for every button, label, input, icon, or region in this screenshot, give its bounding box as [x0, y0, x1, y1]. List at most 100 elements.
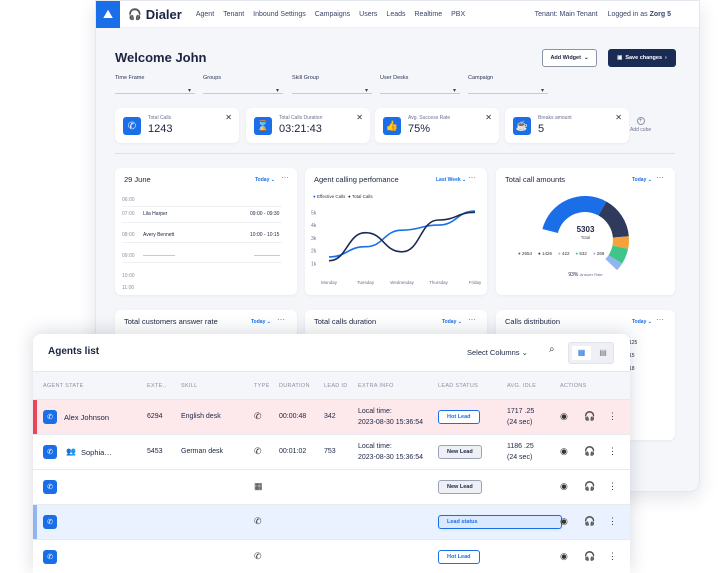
filter-skill-group[interactable]: Skill Group ▾ — [292, 75, 372, 94]
legend-item: ● 269 — [592, 251, 605, 256]
filter-groups[interactable]: Groups ▾ — [203, 75, 283, 94]
col-actions: ACTIONS — [560, 383, 587, 389]
donut-chart — [542, 196, 629, 271]
table-row[interactable]: ✆ ✆ Hot Lead ◉ 🎧 ⋮ — [33, 540, 630, 573]
headset-icon[interactable]: 🎧 — [584, 446, 596, 456]
chevron-down-icon: ⌄ — [583, 55, 589, 61]
nav-inbound[interactable]: Inbound Settings — [253, 10, 306, 18]
search-icon[interactable]: ⌕ — [549, 344, 555, 355]
add-widget-button[interactable]: Add Widget ⌄ — [542, 49, 597, 67]
nav-agent[interactable]: Agent — [195, 10, 215, 18]
filter-time-frame[interactable]: Time Frame ▾ — [115, 75, 195, 94]
nav-users[interactable]: Users — [359, 10, 378, 18]
range-dropdown[interactable]: Today ⌄ — [632, 177, 652, 183]
more-icon[interactable]: ··· — [468, 315, 476, 324]
donut-total-label: Total — [580, 235, 591, 240]
col-avg-idle[interactable]: AVG. IDLE — [507, 383, 537, 389]
headset-icon[interactable]: 🎧 — [584, 481, 596, 491]
logged-in: Logged in as Zorg 5 — [607, 10, 671, 18]
donut-slice — [598, 201, 629, 238]
filter-user-desks[interactable]: User Desks ▾ — [380, 75, 460, 94]
select-columns-dropdown[interactable]: Select Columns ⌄ — [467, 348, 528, 357]
col-lead-status[interactable]: LEAD STATUS — [438, 383, 479, 389]
y-tick-label: 3k — [311, 236, 317, 242]
user-icon[interactable]: ◉ — [560, 551, 568, 561]
more-icon[interactable]: ··· — [656, 315, 664, 324]
close-icon[interactable]: ✕ — [356, 113, 363, 122]
brand[interactable]: 🎧 Dialer — [128, 6, 182, 22]
col-lead-id[interactable]: LEAD ID — [324, 383, 348, 389]
nav-pbx[interactable]: PBX — [451, 10, 466, 18]
col-extra-info[interactable]: EXTRA INFO — [358, 383, 394, 389]
schedule-card: 29 June Today ⌄ ··· 06:00 07:00 Lila Harp… — [115, 168, 297, 295]
status-badge[interactable]: Hot Lead — [438, 410, 480, 424]
tenant-label[interactable]: Tenant: Main Tenant — [534, 10, 598, 18]
caret-icon: ▾ — [276, 88, 280, 94]
app-logo-icon[interactable]: ⛰ — [96, 1, 120, 28]
table-row[interactable]: ✆ Alex Johnson 6294 English desk ✆ 00:00… — [33, 400, 630, 435]
user-icon[interactable]: ◉ — [560, 411, 568, 421]
status-badge[interactable]: Hot Lead — [438, 550, 480, 564]
more-vertical-icon[interactable]: ⋮ — [608, 446, 617, 456]
phone-icon: ✆ — [43, 480, 57, 494]
close-icon[interactable]: ✕ — [225, 113, 232, 122]
top-nav: ⛰ 🎧 Dialer Agent Tenant Inbound Settings … — [96, 1, 699, 28]
user-icon[interactable]: ◉ — [560, 446, 568, 456]
caret-icon: ▾ — [453, 88, 457, 94]
more-icon[interactable]: ··· — [277, 315, 285, 324]
col-extension[interactable]: EXTE.. — [147, 383, 167, 389]
page-title: Welcome John — [115, 50, 207, 65]
status-badge[interactable]: Lead status — [438, 515, 562, 529]
col-type[interactable]: TYPE — [254, 383, 270, 389]
col-duration[interactable]: DURATION — [279, 383, 310, 389]
list-view-icon[interactable]: ▤ — [599, 348, 607, 357]
range-dropdown[interactable]: Last Week ⌄ — [436, 177, 467, 183]
caret-icon: ▾ — [541, 88, 545, 94]
line-chart: 5k 4k 3k 2k 1k Monday Tuesday Wednesday Thursday… — [311, 210, 482, 285]
row-divider — [122, 262, 282, 263]
table-row[interactable]: ✆ 👥 Sophia… 5453 German desk ✆ 00:01:02 … — [33, 435, 630, 470]
status-badge[interactable]: New Lead — [438, 445, 482, 459]
phone-icon: ✆ — [43, 445, 57, 459]
add-cube-button[interactable]: + Add cube — [630, 117, 652, 133]
table-row[interactable]: ✆ ✆ Lead status ◉ 🎧 ⋮ — [33, 505, 630, 540]
filter-campaign[interactable]: Campaign ▾ — [468, 75, 548, 94]
more-vertical-icon[interactable]: ⋮ — [608, 481, 617, 491]
nav-realtime[interactable]: Realtime — [414, 10, 443, 18]
headset-icon[interactable]: 🎧 — [584, 411, 596, 421]
col-agent-state[interactable]: AGENT STATE — [43, 383, 84, 389]
nav-leads[interactable]: Leads — [386, 10, 406, 18]
user-icon[interactable]: ◉ — [560, 516, 568, 526]
extra-info: Local time: 2023-08-30 15:36:54 — [358, 408, 423, 426]
grid-view-icon[interactable]: ▦ — [572, 346, 591, 360]
donut-slice — [612, 236, 629, 249]
col-skill[interactable]: SKILL — [181, 383, 198, 389]
more-icon[interactable]: ··· — [656, 173, 664, 182]
call-icon: ✆ — [254, 446, 262, 456]
line-chart-card: Agent calling perfomance Last Week ⌄ ···… — [305, 168, 487, 295]
nav-tenant[interactable]: Tenant — [223, 10, 245, 18]
close-icon[interactable]: ✕ — [485, 113, 492, 122]
save-changes-button[interactable]: ▣ Save changes › — [608, 49, 676, 67]
more-icon[interactable]: ··· — [281, 173, 289, 182]
extra-info: Local time: 2023-08-30 15:36:54 — [358, 443, 423, 461]
range-dropdown[interactable]: Today ⌄ — [255, 177, 275, 183]
nav-campaigns[interactable]: Campaigns — [314, 10, 351, 18]
close-icon[interactable]: ✕ — [615, 113, 622, 122]
status-badge[interactable]: New Lead — [438, 480, 482, 494]
legend-dot-icon: ● — [313, 194, 316, 199]
headset-icon[interactable]: 🎧 — [584, 516, 596, 526]
range-dropdown[interactable]: Today ⌄ — [632, 319, 652, 325]
more-vertical-icon[interactable]: ⋮ — [608, 551, 617, 561]
range-dropdown[interactable]: Today ⌄ — [442, 319, 462, 325]
agents-list-panel: Agents list Select Columns ⌄ ⌕ ▦ ▤ AGENT… — [33, 334, 630, 573]
more-vertical-icon[interactable]: ⋮ — [608, 411, 617, 421]
range-dropdown[interactable]: Today ⌄ — [251, 319, 271, 325]
more-icon[interactable]: ··· — [468, 173, 476, 182]
more-vertical-icon[interactable]: ⋮ — [608, 516, 617, 526]
calendar-icon: ▦ — [254, 481, 263, 491]
headset-icon[interactable]: 🎧 — [584, 551, 596, 561]
user-icon[interactable]: ◉ — [560, 481, 568, 491]
legend-item: ● 1426 — [537, 251, 552, 256]
table-row[interactable]: ✆ ▦ New Lead ◉ 🎧 ⋮ — [33, 470, 630, 505]
